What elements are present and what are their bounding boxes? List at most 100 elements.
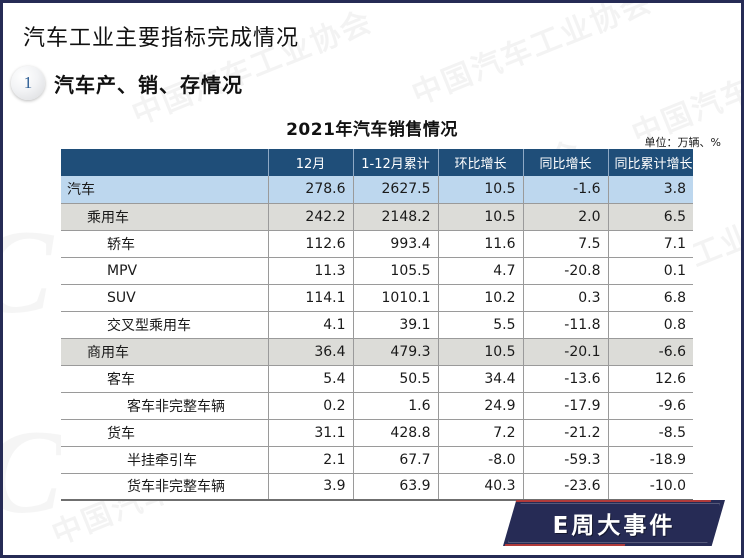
row-label: 客车 — [61, 365, 268, 393]
cell-value: 4.1 — [267, 311, 353, 339]
table-row: 货车 31.1 428.8 7.2 -21.2 -8.5 — [61, 419, 693, 447]
cell-value: 2627.5 — [352, 176, 438, 204]
cell-value: 5.4 — [267, 365, 353, 393]
cell-value: -6.6 — [607, 338, 693, 366]
cell-value: 114.1 — [267, 284, 353, 312]
cell-value: 67.7 — [352, 446, 438, 474]
watermark-logo: C — [3, 403, 63, 541]
cell-value: 5.5 — [437, 311, 523, 339]
table-header-3: 环比增长 — [437, 149, 523, 176]
cell-value: 112.6 — [267, 230, 353, 258]
cell-value: 39.1 — [352, 311, 438, 339]
brand-badge: E周大事件 — [503, 500, 725, 546]
page-title: 汽车工业主要指标完成情况 — [23, 26, 300, 51]
cell-value: -13.6 — [522, 365, 608, 393]
unit-label: 单位：万辆、% — [644, 136, 721, 149]
row-label: 货车非完整车辆 — [61, 473, 268, 501]
table-row: 汽车 278.6 2627.5 10.5 -1.6 3.8 — [61, 176, 693, 204]
table-title: 2021年汽车销售情况 — [286, 120, 458, 140]
table-row: MPV 11.3 105.5 4.7 -20.8 0.1 — [61, 257, 693, 285]
row-label: 商用车 — [61, 338, 268, 366]
section-number-badge: 1 — [11, 66, 45, 100]
table-body: 汽车 278.6 2627.5 10.5 -1.6 3.8 乘用车 242.2 2148.2 10… — [61, 176, 693, 501]
cell-value: 2148.2 — [352, 203, 438, 231]
table-header-5: 同比累计增长 — [607, 149, 693, 176]
badge-text: E周大事件 — [552, 513, 676, 539]
cell-value: 50.5 — [352, 365, 438, 393]
cell-value: 105.5 — [352, 257, 438, 285]
cell-value: 1.6 — [352, 392, 438, 420]
cell-value: 63.9 — [352, 473, 438, 501]
cell-value: -10.0 — [607, 473, 693, 501]
cell-value: -11.8 — [522, 311, 608, 339]
cell-value: 7.5 — [522, 230, 608, 258]
cell-value: 2.1 — [267, 446, 353, 474]
cell-value: 31.1 — [267, 419, 353, 447]
cell-value: 10.2 — [437, 284, 523, 312]
table-row: 货车非完整车辆 3.9 63.9 40.3 -23.6 -10.0 — [61, 473, 693, 501]
row-label: 交叉型乘用车 — [61, 311, 268, 339]
cell-value: -8.5 — [607, 419, 693, 447]
table-row: 交叉型乘用车 4.1 39.1 5.5 -11.8 0.8 — [61, 311, 693, 339]
row-label: 客车非完整车辆 — [61, 392, 268, 420]
cell-value: 7.2 — [437, 419, 523, 447]
row-label: 轿车 — [61, 230, 268, 258]
cell-value: 11.6 — [437, 230, 523, 258]
cell-value: 6.8 — [607, 284, 693, 312]
table-row: 乘用车 242.2 2148.2 10.5 2.0 6.5 — [61, 203, 693, 231]
cell-value: 479.3 — [352, 338, 438, 366]
table-row: SUV 114.1 1010.1 10.2 0.3 6.8 — [61, 284, 693, 312]
cell-value: 7.1 — [607, 230, 693, 258]
cell-value: 4.7 — [437, 257, 523, 285]
data-table-wrapper: 12月 1-12月累计 环比增长 同比增长 同比累计增长 汽车 278.6 2627.5 10… — [61, 149, 693, 501]
table-header-blank — [61, 149, 268, 176]
cell-value: 24.9 — [437, 392, 523, 420]
cell-value: 242.2 — [267, 203, 353, 231]
cell-value: -17.9 — [522, 392, 608, 420]
section-heading: 1 汽车产、销、存情况 — [11, 66, 243, 100]
table-header-4: 同比增长 — [522, 149, 608, 176]
cell-value: 0.1 — [607, 257, 693, 285]
row-label: 货车 — [61, 419, 268, 447]
table-row: 半挂牵引车 2.1 67.7 -8.0 -59.3 -18.9 — [61, 446, 693, 474]
row-label: SUV — [61, 284, 268, 312]
cell-value: 6.5 — [607, 203, 693, 231]
cell-value: 278.6 — [267, 176, 353, 204]
row-label: 乘用车 — [61, 203, 268, 231]
cell-value: -20.8 — [522, 257, 608, 285]
table-head: 12月 1-12月累计 环比增长 同比增长 同比累计增长 — [61, 149, 693, 176]
cell-value: 36.4 — [267, 338, 353, 366]
cell-value: -18.9 — [607, 446, 693, 474]
cell-value: 2.0 — [522, 203, 608, 231]
cell-value: 428.8 — [352, 419, 438, 447]
cell-value: 3.9 — [267, 473, 353, 501]
table-header-2: 1-12月累计 — [352, 149, 438, 176]
cell-value: -20.1 — [522, 338, 608, 366]
cell-value: 11.3 — [267, 257, 353, 285]
table-row: 轿车 112.6 993.4 11.6 7.5 7.1 — [61, 230, 693, 258]
cell-value: 3.8 — [607, 176, 693, 204]
badge-stripe-bottom — [504, 544, 626, 546]
data-table: 12月 1-12月累计 环比增长 同比增长 同比累计增长 汽车 278.6 2627.5 10… — [61, 149, 693, 501]
table-row: 客车非完整车辆 0.2 1.6 24.9 -17.9 -9.6 — [61, 392, 693, 420]
cell-value: 0.2 — [267, 392, 353, 420]
cell-value: -1.6 — [522, 176, 608, 204]
cell-value: 0.8 — [607, 311, 693, 339]
cell-value: -21.2 — [522, 419, 608, 447]
section-title: 汽车产、销、存情况 — [54, 72, 243, 97]
cell-value: 34.4 — [437, 365, 523, 393]
table-row: 客车 5.4 50.5 34.4 -13.6 12.6 — [61, 365, 693, 393]
row-label: 半挂牵引车 — [61, 446, 268, 474]
watermark-text: 中国汽车工业协会 — [404, 3, 658, 113]
cell-value: 10.5 — [437, 176, 523, 204]
cell-value: 40.3 — [437, 473, 523, 501]
cell-value: -8.0 — [437, 446, 523, 474]
cell-value: -23.6 — [522, 473, 608, 501]
cell-value: 993.4 — [352, 230, 438, 258]
cell-value: 10.5 — [437, 203, 523, 231]
watermark-logo: C — [3, 203, 53, 341]
cell-value: -9.6 — [607, 392, 693, 420]
cell-value: -59.3 — [522, 446, 608, 474]
cell-value: 0.3 — [522, 284, 608, 312]
